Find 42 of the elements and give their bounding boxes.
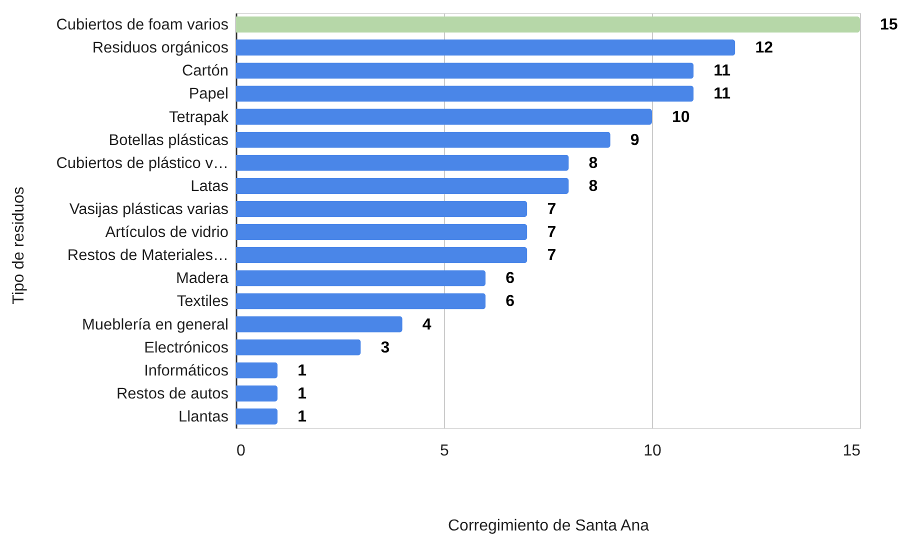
y-tick-label: Informáticos <box>144 362 229 380</box>
data-label: 11 <box>714 62 731 80</box>
x-tick-label: 15 <box>842 442 861 460</box>
y-tick-label: Electrónicos <box>144 339 229 356</box>
y-tick-label: Mueblería en general <box>82 316 228 334</box>
y-tick-label: Restos de autos <box>116 385 229 402</box>
data-label: 1 <box>298 362 307 380</box>
data-label: 6 <box>506 293 515 310</box>
x-axis-title: Corregimiento de Santa Ana <box>448 518 650 534</box>
x-tick-label: 0 <box>236 442 246 460</box>
y-tick-label: Residuos orgánicos <box>92 40 229 57</box>
y-tick-label: Cubiertos de plástico v… <box>56 154 228 172</box>
y-tick-label: Vasijas plásticas varias <box>69 200 229 218</box>
y-tick-label: Llantas <box>178 408 229 426</box>
data-label: 15 <box>880 16 898 34</box>
y-tick-label: Latas <box>190 178 229 195</box>
y-tick-label: Restos de Materiales… <box>67 247 228 264</box>
y-axis-title: Tipo de residuos <box>10 186 28 304</box>
data-label: 7 <box>547 200 556 218</box>
data-label: 8 <box>588 178 598 195</box>
data-label: 10 <box>672 108 690 126</box>
y-tick-label: Artículos de vidrio <box>105 224 228 242</box>
y-tick-label: Papel <box>188 86 228 103</box>
data-label: 9 <box>630 132 640 149</box>
data-label: 1 <box>298 408 307 426</box>
data-label: 4 <box>422 316 432 334</box>
data-label: 7 <box>547 224 556 242</box>
y-tick-label: Tetrapak <box>169 108 229 126</box>
data-label: 6 <box>506 270 515 288</box>
data-label: 1 <box>298 385 307 402</box>
y-tick-label: Cartón <box>182 62 228 80</box>
y-tick-label: Cubiertos de foam varios <box>56 16 229 34</box>
data-label: 12 <box>755 40 774 57</box>
y-tick-label: Textiles <box>176 293 229 310</box>
data-label: 3 <box>380 339 390 356</box>
data-label: 8 <box>588 154 598 172</box>
y-tick-label: Botellas plásticas <box>108 132 229 149</box>
data-label: 7 <box>547 247 556 264</box>
x-tick-label: 5 <box>440 442 450 460</box>
data-label: 11 <box>714 86 731 103</box>
y-tick-label: Madera <box>176 270 229 288</box>
x-tick-label: 10 <box>644 442 662 460</box>
